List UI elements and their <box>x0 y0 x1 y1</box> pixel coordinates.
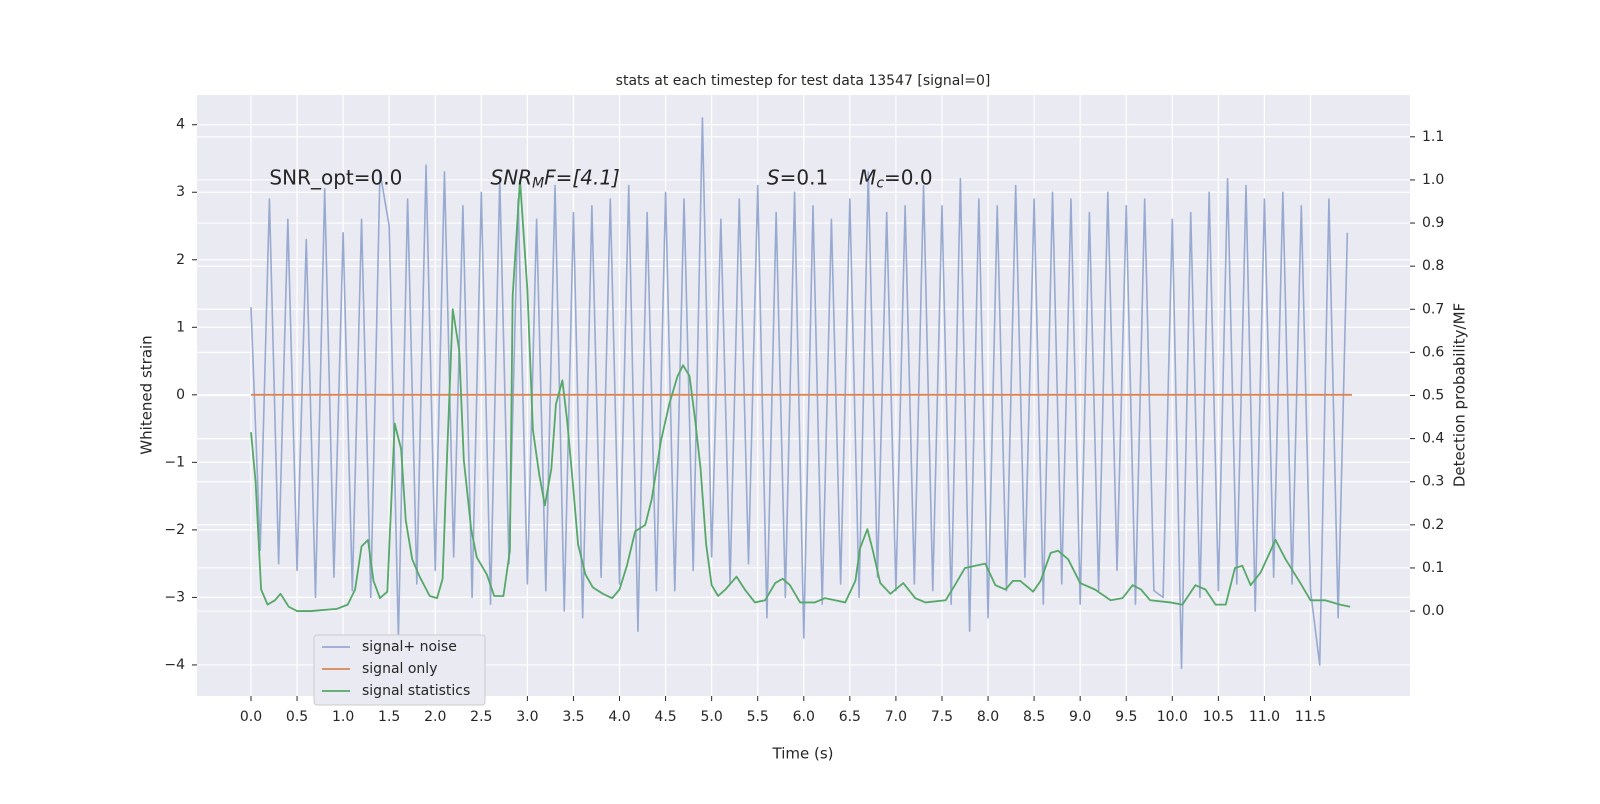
y2-tick-label: 0.0 <box>1422 603 1444 619</box>
y2-tick-label: 0.7 <box>1422 301 1444 317</box>
x-tick-label: 9.0 <box>1069 709 1091 725</box>
annotation: S=0.1 <box>767 165 828 189</box>
y2-tick-label: 0.9 <box>1422 215 1444 231</box>
y2-axis-label: Detection probability/MF <box>1451 303 1469 487</box>
x-tick-label: 1.5 <box>378 709 400 725</box>
x-axis-label: Time (s) <box>772 745 834 763</box>
x-tick-label: 2.0 <box>424 709 446 725</box>
y2-tick-label: 0.6 <box>1422 344 1444 360</box>
y2-tick-label: 0.8 <box>1422 258 1444 274</box>
x-tick-label: 2.5 <box>470 709 492 725</box>
annotation-part: M <box>532 176 544 192</box>
x-tick-label: 6.5 <box>839 709 861 725</box>
plot <box>250 117 1352 670</box>
y-tick-label: −1 <box>164 454 185 470</box>
annotation-part: M <box>859 165 876 189</box>
y-tick-label: 0 <box>176 387 185 403</box>
x-tick-label: 5.5 <box>747 709 769 725</box>
annotation-part: =0.1 <box>780 165 829 189</box>
legend-box <box>313 634 486 706</box>
x-tick-label: 8.0 <box>977 709 999 725</box>
legend-label: signal only <box>362 661 437 677</box>
x-tick-label: 3.5 <box>562 709 584 725</box>
annotation: SNRMF=[4.1] <box>491 165 620 192</box>
x-tick-label: 4.0 <box>608 709 630 725</box>
y2-tick-label: 0.4 <box>1422 431 1444 447</box>
y-tick-label: 4 <box>176 117 185 133</box>
legend-label: signal+ noise <box>362 639 457 655</box>
x-tick-label: 10.5 <box>1203 709 1234 725</box>
annotation: Mc=0.0 <box>859 165 933 192</box>
series-line <box>250 117 1349 670</box>
y-tick-label: −4 <box>164 657 185 673</box>
annotation-part: F=[4.1] <box>544 165 620 189</box>
x-tick-label: 11.5 <box>1295 709 1326 725</box>
y-tick-label: 3 <box>176 184 185 200</box>
y-tick-label: 1 <box>176 319 185 335</box>
annotation-part: SNR_opt=0.0 <box>269 165 402 189</box>
x-tick-label: 7.5 <box>931 709 953 725</box>
y-tick-label: 2 <box>176 252 185 268</box>
x-tick-label: 0.0 <box>240 709 262 725</box>
x-tick-label: 0.5 <box>286 709 308 725</box>
annotation-part: c <box>876 176 884 192</box>
series-line <box>250 179 1351 612</box>
x-tick-label: 3.0 <box>516 709 538 725</box>
annotation-part: =0.0 <box>884 165 933 189</box>
x-tick-label: 7.0 <box>885 709 907 725</box>
y-tick-label: −2 <box>164 522 185 538</box>
y2-tick-label: 0.2 <box>1422 517 1444 533</box>
annotation-part: S <box>767 165 780 189</box>
y2-tick-label: 0.1 <box>1422 560 1444 576</box>
x-tick-label: 6.0 <box>793 709 815 725</box>
y2-tick-label: 1.1 <box>1422 129 1444 145</box>
x-tick-label: 11.0 <box>1249 709 1280 725</box>
x-tick-label: 10.0 <box>1157 709 1188 725</box>
annotation: SNR_opt=0.0 <box>269 165 402 189</box>
y2-tick-label: 0.3 <box>1422 474 1444 490</box>
x-tick-label: 1.0 <box>332 709 354 725</box>
legend-label: signal statistics <box>362 683 470 699</box>
y2-tick-label: 0.5 <box>1422 388 1444 404</box>
y2-tick-label: 1.0 <box>1422 172 1444 188</box>
x-tick-label: 9.5 <box>1115 709 1137 725</box>
chart-title: stats at each timestep for test data 135… <box>616 73 991 89</box>
y-axis-label: Whitened strain <box>138 335 156 454</box>
x-tick-label: 5.0 <box>701 709 723 725</box>
legend: signal+ noise signal only signal statistic… <box>313 634 486 706</box>
y-tick-label: −3 <box>164 589 185 605</box>
x-tick-label: 4.5 <box>654 709 676 725</box>
x-tick-label: 8.5 <box>1023 709 1045 725</box>
annotation-part: SNR <box>491 165 533 189</box>
